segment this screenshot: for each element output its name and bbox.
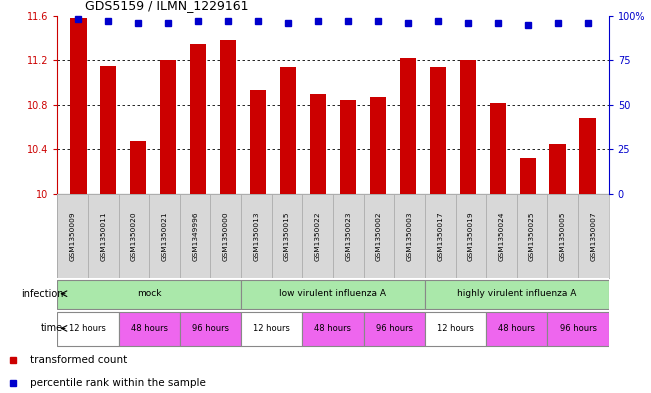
Text: 48 hours: 48 hours (131, 324, 168, 333)
Bar (310, 94, 326, 194)
Text: highly virulent influenza A: highly virulent influenza A (457, 289, 577, 298)
Bar (547, 312, 609, 346)
Bar (70, 18, 87, 194)
Bar (130, 141, 146, 194)
Bar (190, 44, 206, 194)
Bar (210, 194, 241, 278)
Bar (460, 60, 476, 194)
Text: 48 hours: 48 hours (498, 324, 535, 333)
Text: GSM1350021: GSM1350021 (161, 211, 167, 261)
Text: 12 hours: 12 hours (70, 324, 106, 333)
Text: GSM1350024: GSM1350024 (499, 211, 505, 261)
Text: 12 hours: 12 hours (253, 324, 290, 333)
Bar (118, 312, 180, 346)
Text: GSM1350019: GSM1350019 (468, 211, 474, 261)
Text: mock: mock (137, 289, 161, 298)
Bar (519, 158, 536, 194)
Bar (370, 97, 386, 194)
Bar (220, 40, 236, 194)
Bar (490, 103, 506, 194)
Text: transformed count: transformed count (30, 355, 127, 365)
Bar (118, 194, 149, 278)
Bar (547, 194, 578, 278)
Bar (88, 194, 118, 278)
Bar (241, 312, 302, 346)
Bar (456, 194, 486, 278)
Text: GSM1350009: GSM1350009 (70, 211, 76, 261)
Bar (302, 312, 364, 346)
Text: GSM1350022: GSM1350022 (314, 211, 321, 261)
Bar (57, 280, 241, 309)
Bar (57, 312, 118, 346)
Bar (579, 118, 596, 194)
Bar (149, 194, 180, 278)
Text: GDS5159 / ILMN_1229161: GDS5159 / ILMN_1229161 (85, 0, 249, 12)
Text: 12 hours: 12 hours (437, 324, 474, 333)
Bar (486, 312, 547, 346)
Bar (271, 194, 302, 278)
Text: GSM1350007: GSM1350007 (590, 211, 596, 261)
Bar (364, 312, 425, 346)
Bar (430, 67, 446, 194)
Bar (180, 312, 241, 346)
Bar (241, 280, 425, 309)
Bar (340, 100, 356, 194)
Bar (517, 194, 547, 278)
Text: GSM1350025: GSM1350025 (529, 211, 535, 261)
Bar (400, 58, 416, 194)
Bar (250, 90, 266, 194)
Text: GSM1349996: GSM1349996 (192, 211, 198, 261)
Text: GSM1350017: GSM1350017 (437, 211, 443, 261)
Text: GSM1350015: GSM1350015 (284, 211, 290, 261)
Text: GSM1350011: GSM1350011 (100, 211, 106, 261)
Text: time: time (41, 323, 63, 333)
Text: GSM1350003: GSM1350003 (407, 211, 413, 261)
Text: GSM1350000: GSM1350000 (223, 211, 229, 261)
Bar (425, 280, 609, 309)
Text: low virulent influenza A: low virulent influenza A (279, 289, 387, 298)
Text: GSM1350020: GSM1350020 (131, 211, 137, 261)
Bar (425, 194, 456, 278)
Text: 96 hours: 96 hours (560, 324, 596, 333)
Bar (180, 194, 210, 278)
Text: 48 hours: 48 hours (314, 324, 352, 333)
Bar (425, 312, 486, 346)
Text: percentile rank within the sample: percentile rank within the sample (30, 378, 206, 388)
Bar (57, 194, 88, 278)
Bar (364, 194, 395, 278)
Bar (280, 67, 296, 194)
Text: GSM1350002: GSM1350002 (376, 211, 382, 261)
Bar (241, 194, 271, 278)
Text: 96 hours: 96 hours (192, 324, 229, 333)
Bar (578, 194, 609, 278)
Bar (100, 66, 117, 194)
Bar (333, 194, 364, 278)
Text: infection: infection (21, 289, 63, 299)
Bar (486, 194, 517, 278)
Text: GSM1350013: GSM1350013 (253, 211, 259, 261)
Text: GSM1350023: GSM1350023 (345, 211, 352, 261)
Bar (395, 194, 425, 278)
Bar (160, 60, 176, 194)
Bar (302, 194, 333, 278)
Text: 96 hours: 96 hours (376, 324, 413, 333)
Bar (549, 144, 566, 194)
Text: GSM1350005: GSM1350005 (560, 211, 566, 261)
